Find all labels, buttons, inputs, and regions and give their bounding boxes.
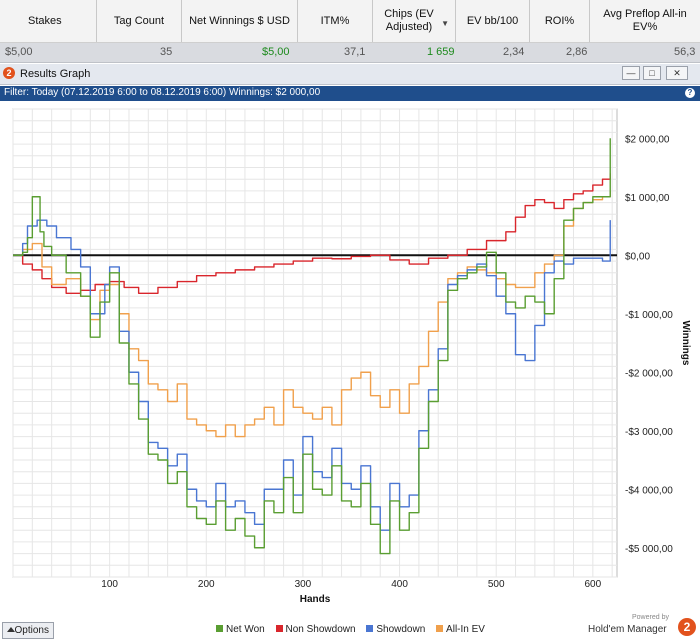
brand-name: Hold'em Manager [588,624,667,635]
column-header-avg-preflop[interactable]: Avg Preflop All-in EV% [590,0,700,42]
column-header-stakes[interactable]: Stakes [0,0,97,42]
column-header-roi[interactable]: ROI% [530,0,590,42]
y-tick-label: -$3 000,00 [625,427,673,438]
results-chart: 100 200 300 400 500 600 $2 000,00 $1 000,00 $0,0… [0,101,700,618]
legend-label: Non Showdown [285,624,356,635]
legend-swatch [216,625,223,632]
column-header-label: Avg Preflop All-in EV% [603,8,687,33]
legend-swatch [366,625,374,632]
bottom-bar: Options Net Won Non Showdown Showdown Al… [0,614,700,641]
y-tick-label: -$2 000,00 [625,368,673,379]
cell-ev-bb100: 2,34 [503,46,525,58]
options-arrow-icon [7,627,15,632]
x-tick-label: 100 [101,579,118,590]
sort-desc-icon: ▼ [441,19,449,28]
column-header-label: Tag Count [113,14,165,27]
column-header-label: ROI% [544,14,575,27]
column-header-tag-count[interactable]: Tag Count [97,0,182,42]
legend-label: Showdown [376,624,426,635]
hm-logo-icon: 2 [3,67,15,79]
column-header-ev-bb100[interactable]: EV bb/100 [456,0,530,42]
series-net-won [13,138,611,555]
stats-header: Stakes Tag Count Net Winnings $ USD ITM%… [0,0,700,43]
y-axis-title: Winnings [680,321,691,366]
series-non-showdown [13,173,611,294]
cell-roi: 2,86 [566,46,588,58]
cell-stakes: $5,00 [5,46,33,58]
filter-bar: Filter: Today (07.12.2019 6:00 to 08.12.… [0,86,700,101]
x-tick-label: 300 [295,579,312,590]
y-tick-label: $0,00 [625,251,650,262]
window-title: Results Graph [20,68,91,80]
column-header-label: Net Winnings $ USD [189,14,290,27]
legend-label: Net Won [226,624,265,635]
help-icon[interactable]: ? [685,88,695,98]
cell-tag-count: 35 [160,46,173,58]
column-header-label: Stakes [28,14,62,27]
column-header-label: EV bb/100 [466,14,519,27]
column-header-net-winnings[interactable]: Net Winnings $ USD [182,0,298,42]
y-tick-label: -$5 000,00 [625,544,673,555]
y-tick-label: $1 000,00 [625,193,670,204]
legend-item-showdown[interactable]: Showdown [366,624,425,635]
filter-text: Filter: Today (07.12.2019 6:00 to 08.12.… [4,87,321,98]
chart-legend: Net Won Non Showdown Showdown All-In EV [216,624,493,635]
cell-itm: 37,1 [344,46,366,58]
x-tick-label: 500 [488,579,505,590]
cell-chips-ev: 1 659 [427,46,455,58]
x-tick-label: 600 [584,579,601,590]
chart-svg: 100 200 300 400 500 600 $2 000,00 $1 000,00 $0,0… [12,108,691,605]
legend-swatch [275,625,283,632]
close-icon[interactable]: ✕ [666,66,688,80]
cell-avg-preflop: 56,3 [674,46,696,58]
y-tick-label: -$4 000,00 [625,485,673,496]
restore-icon[interactable]: □ [643,66,661,80]
options-button[interactable]: Options [2,622,54,639]
x-tick-label: 400 [391,579,408,590]
series-all-in-ev [13,190,611,438]
column-header-itm[interactable]: ITM% [298,0,373,42]
hm-logo-icon: 2 [678,618,696,636]
powered-by-text: Powered by [632,614,669,621]
y-tick-label: $2 000,00 [625,134,670,145]
y-tick-label: -$1 000,00 [625,310,673,321]
x-tick-label: 200 [198,579,215,590]
options-label: Options [14,625,49,636]
x-axis-title: Hands [300,594,331,605]
stats-row[interactable]: $5,00 35 $5,00 37,1 1 659 2,34 2,86 56,3 [0,43,700,63]
minimize-icon[interactable]: — [622,66,640,80]
results-graph-titlebar[interactable]: 2 Results Graph — □ ✕ [0,64,700,85]
column-header-label: Chips (EV Adjusted) [384,8,434,33]
legend-item-all-in-ev[interactable]: All-In EV [436,624,485,635]
legend-label: All-In EV [446,624,485,635]
brand-logo: Powered by Hold'em Manager 2 [588,614,698,640]
legend-swatch [436,625,444,632]
column-header-chips-ev[interactable]: Chips (EV Adjusted) ▼ [373,0,456,42]
column-header-label: ITM% [320,14,350,27]
legend-item-net-won[interactable]: Net Won [216,624,265,635]
legend-item-non-showdown[interactable]: Non Showdown [275,624,356,635]
cell-net-winnings: $5,00 [262,46,290,58]
